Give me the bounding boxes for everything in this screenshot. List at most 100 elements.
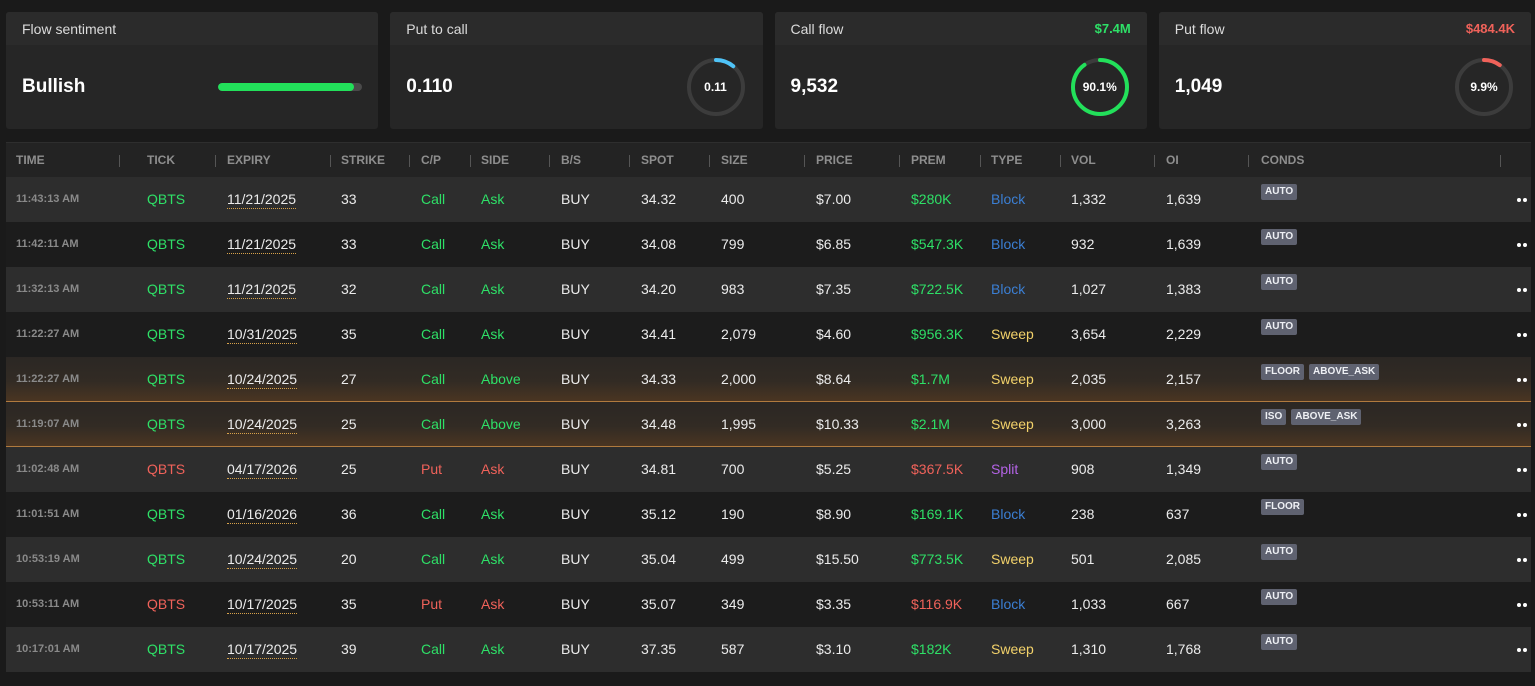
column-header-price[interactable]: PRICE	[816, 153, 853, 167]
column-resize-handle[interactable]	[1248, 155, 1249, 167]
cell-tick[interactable]: QBTS	[147, 191, 186, 207]
column-resize-handle[interactable]	[899, 155, 900, 167]
expiry-date[interactable]: 10/17/2025	[227, 641, 298, 659]
cell-price: $15.50	[816, 551, 859, 567]
column-resize-handle[interactable]	[119, 155, 120, 167]
cell-strike: 25	[341, 416, 357, 432]
cell-bs: BUY	[561, 191, 590, 207]
sentiment-bar-fill	[218, 83, 354, 91]
row-menu-icon[interactable]	[1517, 627, 1531, 672]
column-header-type[interactable]: TYPE	[991, 153, 1023, 167]
expiry-date[interactable]: 10/17/2025	[227, 596, 298, 614]
column-resize-handle[interactable]	[549, 155, 550, 167]
column-header-expiry[interactable]: EXPIRY	[227, 153, 271, 167]
column-header-side[interactable]: SIDE	[481, 153, 510, 167]
expiry-date[interactable]: 10/24/2025	[227, 551, 298, 569]
table-row[interactable]: 11:02:48 AM QBTS 04/17/2026 25 Put Ask BUY 34.8…	[6, 447, 1531, 492]
column-header-spot[interactable]: SPOT	[641, 153, 674, 167]
expiry-date[interactable]: 01/16/2026	[227, 506, 298, 524]
column-resize-handle[interactable]	[215, 155, 216, 167]
column-header-cp[interactable]: C/P	[421, 153, 442, 167]
column-header-time[interactable]: TIME	[16, 153, 45, 167]
column-resize-handle[interactable]	[629, 155, 630, 167]
expiry-date[interactable]: 10/31/2025	[227, 326, 298, 344]
row-menu-icon[interactable]	[1517, 357, 1531, 402]
condition-badge: FLOOR	[1261, 499, 1304, 515]
cell-tick[interactable]: QBTS	[147, 281, 186, 297]
column-resize-handle[interactable]	[709, 155, 710, 167]
row-menu-icon[interactable]	[1517, 582, 1531, 627]
column-resize-handle[interactable]	[409, 155, 410, 167]
column-header-size[interactable]: SIZE	[721, 153, 748, 167]
row-menu-icon[interactable]	[1517, 222, 1531, 267]
table-header: TIME TICK EXPIRY STRIKE C/P SIDE B/S SPOT SIZE PR…	[6, 142, 1531, 177]
cell-expiry[interactable]: 11/21/2025	[227, 267, 297, 312]
column-header-bs[interactable]: B/S	[561, 153, 582, 167]
expiry-date[interactable]: 10/24/2025	[227, 416, 298, 434]
conditions: AUTO	[1261, 229, 1298, 245]
table-row[interactable]: 10:17:01 AM QBTS 10/17/2025 39 Call Ask BUY 37.…	[6, 627, 1531, 672]
table-row[interactable]: 10:53:19 AM QBTS 10/24/2025 20 Call Ask BUY 35.…	[6, 537, 1531, 582]
cell-expiry[interactable]: 10/24/2025	[227, 357, 298, 402]
cell-expiry[interactable]: 10/24/2025	[227, 537, 298, 582]
cell-prem: $280K	[911, 191, 952, 207]
cell-expiry[interactable]: 10/31/2025	[227, 312, 298, 357]
cell-expiry[interactable]: 11/21/2025	[227, 222, 297, 267]
column-resize-handle[interactable]	[1500, 155, 1501, 167]
cell-tick[interactable]: QBTS	[147, 461, 186, 477]
row-menu-icon[interactable]	[1517, 177, 1531, 222]
row-menu-icon[interactable]	[1517, 402, 1531, 447]
column-header-conds[interactable]: CONDS	[1261, 153, 1305, 167]
cell-expiry[interactable]: 11/21/2025	[227, 177, 297, 222]
expiry-date[interactable]: 11/21/2025	[227, 281, 297, 299]
cell-expiry[interactable]: 10/17/2025	[227, 582, 298, 627]
table-row[interactable]: 11:32:13 AM QBTS 11/21/2025 32 Call Ask BUY 34.…	[6, 267, 1531, 312]
row-menu-icon[interactable]	[1517, 447, 1531, 492]
cell-size: 400	[721, 191, 745, 207]
table-row[interactable]: 11:19:07 AM QBTS 10/24/2025 25 Call Above BUY 3…	[6, 402, 1531, 447]
expiry-date[interactable]: 11/21/2025	[227, 236, 297, 254]
row-menu-icon[interactable]	[1517, 537, 1531, 582]
cell-expiry[interactable]: 10/24/2025	[227, 402, 298, 447]
table-row[interactable]: 11:43:13 AM QBTS 11/21/2025 33 Call Ask BUY 34.…	[6, 177, 1531, 222]
cell-tick[interactable]: QBTS	[147, 236, 186, 252]
column-resize-handle[interactable]	[1060, 155, 1061, 167]
column-resize-handle[interactable]	[804, 155, 805, 167]
column-header-prem[interactable]: PREM	[911, 153, 946, 167]
cell-strike: 27	[341, 371, 357, 387]
cell-expiry[interactable]: 10/17/2025	[227, 627, 298, 672]
cell-vol: 1,027	[1071, 281, 1107, 297]
column-resize-handle[interactable]	[980, 155, 981, 167]
cell-expiry[interactable]: 01/16/2026	[227, 492, 298, 537]
column-resize-handle[interactable]	[1154, 155, 1155, 167]
cell-tick[interactable]: QBTS	[147, 371, 186, 387]
cell-type: Sweep	[991, 416, 1034, 432]
cell-tick[interactable]: QBTS	[147, 596, 186, 612]
table-row[interactable]: 11:22:27 AM QBTS 10/31/2025 35 Call Ask BUY 34.…	[6, 312, 1531, 357]
card-header: Put flow $484.4K	[1158, 12, 1531, 45]
row-menu-icon[interactable]	[1517, 267, 1531, 312]
column-resize-handle[interactable]	[470, 155, 471, 167]
column-header-vol[interactable]: VOL	[1071, 153, 1096, 167]
cell-tick[interactable]: QBTS	[147, 416, 186, 432]
cell-tick[interactable]: QBTS	[147, 551, 186, 567]
expiry-date[interactable]: 11/21/2025	[227, 191, 297, 209]
cell-tick[interactable]: QBTS	[147, 326, 186, 342]
row-menu-icon[interactable]	[1517, 312, 1531, 357]
column-resize-handle[interactable]	[330, 155, 331, 167]
cell-tick[interactable]: QBTS	[147, 506, 186, 522]
table-row[interactable]: 10:53:11 AM QBTS 10/17/2025 35 Put Ask BUY 35.0…	[6, 582, 1531, 627]
column-header-oi[interactable]: OI	[1166, 153, 1179, 167]
table-row[interactable]: 11:01:51 AM QBTS 01/16/2026 36 Call Ask BUY 35.…	[6, 492, 1531, 537]
cell-tick[interactable]: QBTS	[147, 641, 186, 657]
table-row[interactable]: 11:42:11 AM QBTS 11/21/2025 33 Call Ask BUY 34.…	[6, 222, 1531, 267]
cell-expiry[interactable]: 04/17/2026	[227, 447, 298, 492]
column-header-tick[interactable]: TICK	[147, 153, 175, 167]
column-header-strike[interactable]: STRIKE	[341, 153, 386, 167]
condition-badge: ABOVE_ASK	[1291, 409, 1362, 425]
expiry-date[interactable]: 04/17/2026	[227, 461, 298, 479]
table-row[interactable]: 11:22:27 AM QBTS 10/24/2025 27 Call Above BUY 3…	[6, 357, 1531, 402]
expiry-date[interactable]: 10/24/2025	[227, 371, 298, 389]
conditions: AUTO	[1261, 454, 1298, 470]
row-menu-icon[interactable]	[1517, 492, 1531, 537]
